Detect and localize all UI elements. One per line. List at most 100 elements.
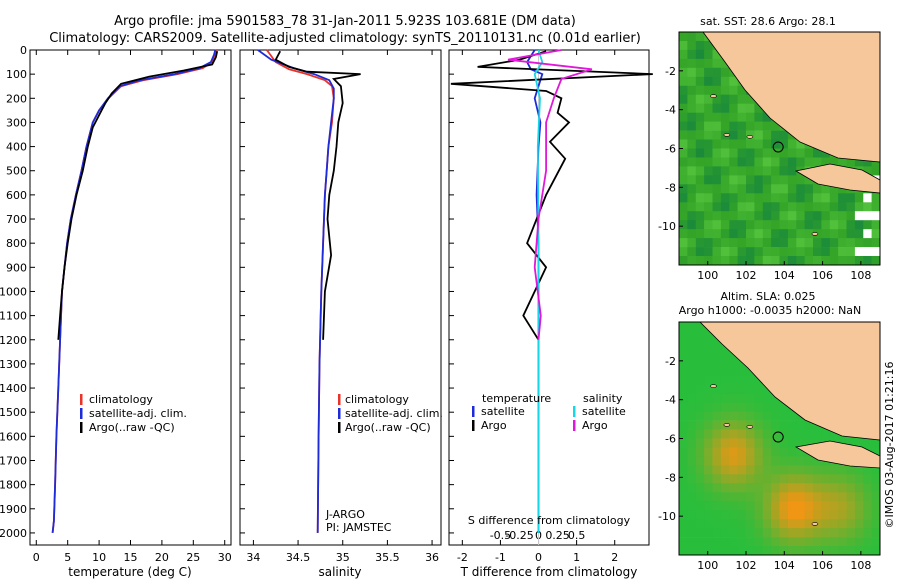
map-cell	[695, 58, 705, 69]
map-cell	[863, 229, 872, 239]
sst-map-panel: sat. SST: 28.6 Argo: 28.1 100 102 104 106 10…	[658, 15, 881, 282]
map-cell	[737, 130, 747, 140]
map-cell	[695, 130, 705, 140]
map-cell	[695, 348, 705, 359]
map-cell	[846, 501, 856, 511]
legend-swatch-t-satellite	[472, 406, 475, 417]
island	[723, 133, 731, 137]
map-cell	[712, 510, 722, 520]
map-cell	[704, 256, 713, 266]
map-cell	[737, 229, 747, 239]
map-cell	[704, 402, 713, 412]
map-cell	[754, 139, 764, 149]
map-cell	[796, 139, 805, 149]
map-cell	[679, 537, 688, 547]
map-cell	[679, 202, 688, 212]
map-cell	[762, 483, 772, 493]
map-cell	[737, 438, 747, 448]
map-cell	[854, 211, 864, 221]
map-cell	[704, 94, 713, 104]
map-cell	[695, 501, 705, 511]
island	[811, 522, 819, 526]
map-cell	[679, 67, 688, 78]
map-cell	[821, 501, 831, 511]
map-cell	[695, 429, 705, 439]
legend-label-climatology: climatology	[345, 393, 409, 406]
map-cell	[762, 139, 772, 149]
map-cell	[746, 375, 755, 386]
map-cell	[712, 447, 722, 457]
map-cell	[838, 510, 847, 520]
map-cell	[762, 393, 772, 403]
map-cell	[746, 384, 755, 394]
sla-land	[699, 321, 881, 469]
map-cell	[729, 211, 738, 221]
x-tick-top-label: -0.5	[490, 529, 511, 542]
map-cell	[729, 256, 738, 266]
map-cell	[796, 202, 805, 212]
map-cell	[838, 229, 847, 239]
map-cell	[754, 256, 764, 266]
map-cell	[771, 175, 780, 185]
map-cell	[679, 447, 688, 457]
map-cell	[687, 220, 697, 230]
map-cell	[729, 546, 738, 556]
map-cell	[695, 139, 705, 149]
map-cell	[821, 528, 831, 538]
map-cell	[754, 202, 764, 212]
map-cell	[687, 121, 697, 131]
note-pi: PI: JAMSTEC	[326, 521, 392, 534]
map-cell	[838, 238, 847, 248]
map-cell	[871, 501, 881, 511]
x-tick-label: 15	[124, 551, 138, 564]
map-cell	[679, 130, 688, 140]
map-cell	[771, 420, 780, 430]
map-cell	[779, 166, 789, 176]
map-cell	[771, 411, 780, 421]
map-cell	[787, 438, 797, 448]
map-cell	[754, 375, 764, 386]
y-tick-label: 200	[6, 92, 27, 105]
legend-swatch-climatology	[338, 394, 341, 405]
map-cell	[871, 229, 881, 239]
map-cell	[679, 76, 688, 87]
map-cell	[754, 492, 764, 502]
map-cell	[762, 121, 772, 131]
map-cell	[729, 411, 738, 421]
map-cell	[746, 492, 755, 502]
map-x-tick-label: 108	[850, 269, 871, 282]
map-cell	[737, 420, 747, 430]
map-cell	[687, 447, 697, 457]
map-cell	[796, 528, 805, 538]
map-cell	[871, 256, 881, 266]
map-cell	[746, 519, 755, 529]
map-cell	[712, 193, 722, 203]
map-cell	[695, 420, 705, 430]
map-cell	[796, 211, 805, 221]
map-cell	[687, 32, 697, 42]
map-cell	[687, 166, 697, 176]
map-cell	[729, 94, 738, 104]
map-cell	[679, 366, 688, 377]
map-cell	[720, 501, 730, 511]
map-cell	[712, 220, 722, 230]
map-cell	[787, 492, 797, 502]
map-cell	[720, 184, 730, 194]
y-tick-label: 1600	[0, 430, 27, 443]
map-cell	[804, 238, 814, 248]
map-cell	[737, 537, 747, 547]
map-cell	[679, 429, 688, 439]
map-cell	[729, 483, 738, 493]
map-cell	[695, 220, 705, 230]
map-cell	[787, 519, 797, 529]
map-cell	[687, 211, 697, 221]
map-cell	[704, 157, 713, 167]
map-cell	[695, 193, 705, 203]
map-cell	[687, 130, 697, 140]
map-cell	[829, 184, 839, 194]
map-cell	[762, 420, 772, 430]
map-cell	[695, 438, 705, 448]
island	[746, 135, 754, 139]
map-cell	[720, 175, 730, 185]
map-cell	[687, 348, 697, 359]
